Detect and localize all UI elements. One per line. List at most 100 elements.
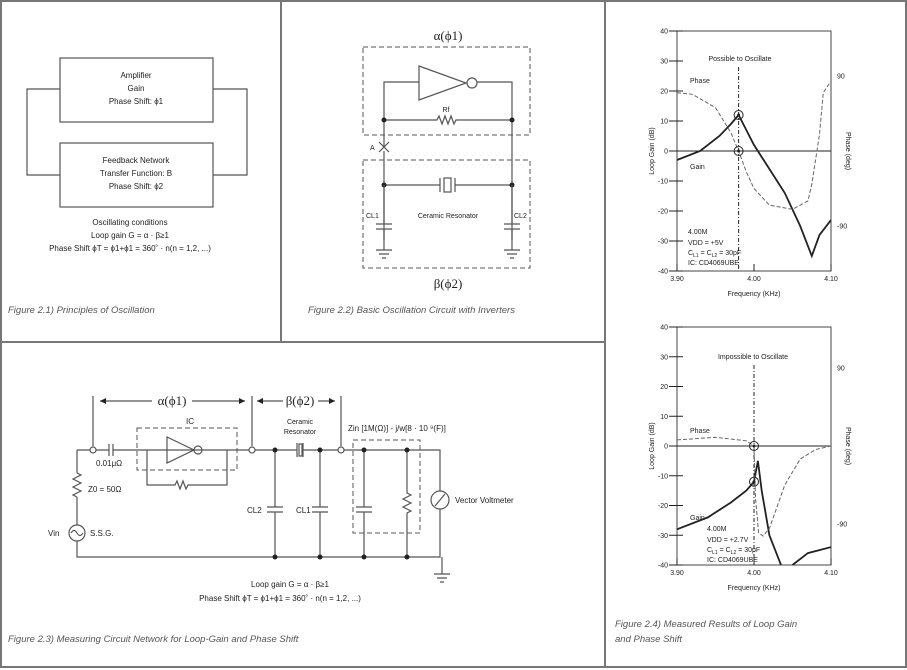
marker-circle [733, 110, 744, 120]
feedback-transfer-label: Transfer Function: Β [100, 169, 172, 178]
sub: L1 [712, 550, 718, 556]
rf-label: Rf [443, 107, 450, 114]
phase-series-label: Phase [690, 78, 710, 85]
ceramic-resonator-symbol [443, 177, 452, 193]
circuit-wire [383, 185, 513, 224]
inverter-symbol [166, 436, 196, 464]
y-tick-label: 40 [660, 29, 668, 36]
x-tick-label: 4.10 [824, 570, 838, 577]
cap-value: = 30pF [717, 250, 741, 257]
alpha-label: α(ϕ1) [158, 393, 187, 408]
phase-tick-label: 90 [837, 74, 845, 81]
loop-wire [26, 88, 248, 176]
figure-caption: Figure 2.4) Measured Results of Loop Gai… [615, 619, 797, 630]
sine-wave-icon [70, 529, 84, 537]
phase-axis-label: Phase (deg) [844, 132, 851, 170]
y-tick-label: -20 [658, 209, 668, 216]
y-tick-label: 20 [660, 89, 668, 96]
coupling-cap-label: 0.01μΩ [96, 459, 122, 468]
x-axis-label: Frequency (KHz) [728, 291, 781, 298]
voltmeter-label: Vector Voltmeter [455, 496, 514, 505]
series-phase [677, 80, 831, 210]
feedback-block [59, 142, 214, 208]
marker-dot [752, 444, 756, 448]
sub: L1 [693, 253, 699, 259]
ceramic-resonator-symbol [298, 443, 303, 457]
info-vdd: VDD = +2.7V [707, 537, 749, 544]
dimension-lines [92, 396, 342, 446]
figure-caption: Figure 2.3) Measuring Circuit Network fo… [8, 634, 299, 645]
input-impedance [356, 450, 413, 557]
y-tick-label: -10 [658, 179, 668, 186]
y-tick-label: 30 [660, 354, 668, 361]
sub: L2 [731, 550, 737, 556]
c: C [688, 250, 693, 257]
terminal [248, 446, 256, 454]
z0-resistor [71, 472, 83, 498]
signal-generator-icon [68, 524, 86, 542]
gain-series-label: Gain [690, 515, 705, 522]
inverter-bubble [466, 77, 478, 89]
figure-2-3: α(ϕ1) β(ϕ2) 0.01μΩ IC Z0 = 50Ω Vin S.S.G… [8, 393, 514, 645]
z0-label: Z0 = 50Ω [88, 485, 121, 494]
x-tick-label: 3.90 [670, 570, 684, 577]
marker-dot [752, 480, 756, 484]
resonator-plates [296, 443, 304, 457]
x-tick-label: 4.10 [824, 276, 838, 283]
loop-gain-formula: Loop gain G = α · β≥1 [251, 580, 329, 589]
voltmeter-icon [430, 490, 450, 510]
junction-dot [509, 117, 515, 123]
chart-impossible-to-oscillate: 40 30 20 10 0 -10 -20 -30 -403.90 4.00 4.10 90 -90 Fr… [649, 325, 851, 593]
c: C [707, 547, 712, 554]
vin-label: Vin [48, 529, 59, 538]
info-frequency: 4.00M [707, 526, 727, 533]
junction-dot [404, 447, 410, 453]
series-phase [677, 436, 831, 537]
rf-resistor [384, 114, 512, 126]
point-a-label: A [370, 145, 375, 152]
feedback-label: Feedback Network [103, 156, 171, 165]
y-tick-label: -30 [658, 533, 668, 540]
phase-shift-formula: Phase Shift ϕT = ϕ1+ϕ1 = 360˚ · n(n = 1,… [199, 594, 361, 603]
junction-dot [361, 447, 367, 453]
ssg-label: S.S.G. [90, 529, 114, 538]
info-vdd: VDD = +5V [688, 240, 724, 247]
phase-tick-label: -90 [837, 522, 847, 529]
y-tick-label: -10 [658, 473, 668, 480]
ic-label: IC [186, 417, 194, 426]
y-tick-label: -40 [658, 563, 668, 570]
amp-gain-label: Gain [128, 84, 145, 93]
y-tick-label: -20 [658, 503, 668, 510]
x-tick-label: 3.90 [670, 276, 684, 283]
figure-2-1: Amplifier Gain Phase Shift: ϕ1 Feedback … [8, 57, 248, 316]
beta-label: β(ϕ2) [286, 393, 315, 408]
terminal [89, 446, 97, 454]
amp-label: Amplifier [120, 71, 151, 80]
voltmeter-needle [434, 493, 446, 507]
resonator-label: Ceramic [287, 419, 314, 426]
zin-dashed-box [352, 439, 421, 534]
info-ic: IC: CD4069UBE [707, 557, 758, 564]
resonator-wire [384, 178, 512, 192]
cap-value: = 30pF [736, 547, 760, 554]
sub: L2 [712, 253, 718, 259]
x-axis-label: Frequency (KHz) [728, 585, 781, 592]
marker-dot [737, 113, 741, 117]
load-capacitors [267, 450, 328, 557]
break-point-marker [378, 141, 390, 153]
y-tick-label: 30 [660, 59, 668, 66]
y-tick-label: -30 [658, 239, 668, 246]
resonator-label: Resonator [284, 429, 317, 436]
figure-caption: Figure 2.1) Principles of Oscillation [8, 305, 155, 316]
junction-dot [317, 447, 323, 453]
x-tick-label: 4.00 [747, 276, 761, 283]
eq: = C [699, 250, 712, 257]
y-tick-label: 20 [660, 384, 668, 391]
y-tick-label: -40 [658, 269, 668, 276]
cl2-label: CL2 [247, 506, 262, 515]
amp-phase-label: Phase Shift: ϕ1 [109, 97, 164, 106]
y-tick-label: 40 [660, 325, 668, 332]
marker-circle [749, 441, 759, 451]
junction-dot [404, 554, 410, 560]
